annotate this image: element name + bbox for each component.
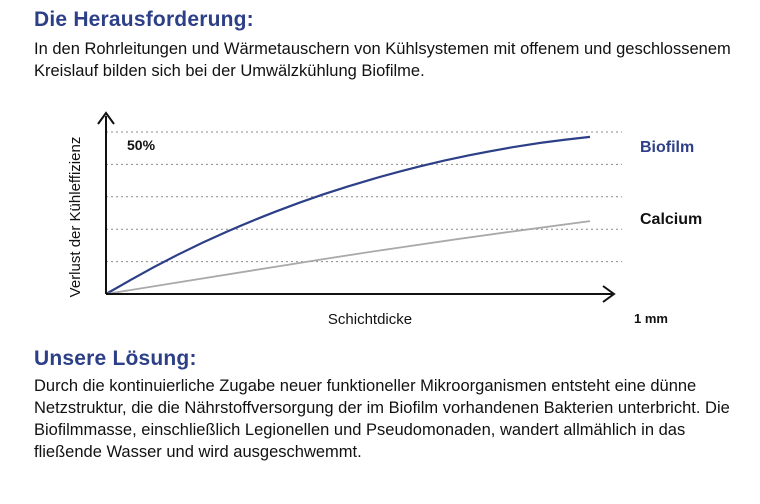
y-axis-arrow-icon <box>97 111 115 125</box>
efficiency-loss-chart: 50% Verlust der Kühleffizienz Schichtdic… <box>67 111 702 328</box>
legend-biofilm: Biofilm <box>640 139 694 156</box>
challenge-title: Die Herausforderung: <box>34 8 254 31</box>
series-line-calcium <box>105 220 591 295</box>
y-max-label: 50% <box>127 137 156 153</box>
legend-calcium: Calcium <box>640 211 702 228</box>
x-axis-arrow-icon <box>602 285 616 303</box>
series-line-biofilm <box>105 135 591 295</box>
solution-title: Unsere Lösung: <box>34 347 197 370</box>
x-end-label: 1 mm <box>634 311 668 326</box>
chart-series <box>105 135 591 295</box>
y-axis-label: Verlust der Kühleffizienz <box>67 137 84 298</box>
chart-gridlines <box>106 131 622 263</box>
x-axis-label: Schichtdicke <box>328 311 412 328</box>
solution-text: Durch die kontinuierliche Zugabe neuer f… <box>34 377 730 461</box>
challenge-text: In den Rohrleitungen und Wärmetauschern … <box>34 40 731 80</box>
